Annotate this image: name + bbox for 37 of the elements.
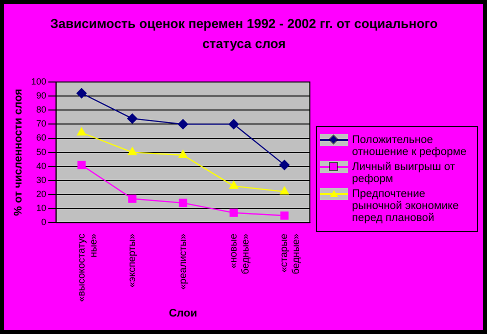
point [77,160,86,170]
point [127,113,138,124]
point [178,119,188,130]
y-tick-label: 0 [41,217,46,228]
x-axis-title: Слои [168,307,198,320]
point [128,194,136,203]
y-tick-label: 60 [36,132,46,143]
y-axis-title: % от численности слоя [12,88,25,216]
point [77,128,86,136]
y-tick-label: 100 [31,76,46,86]
point [280,186,289,195]
legend-label: Предпочтение рыночной экономике перед плановой [352,188,460,224]
point [229,180,238,189]
y-tick-label: 90 [36,90,46,101]
y-tick-label: 10 [36,203,46,214]
y-tick-label: 70 [36,118,46,129]
y-tick-label: 30 [36,174,46,185]
point [178,150,188,158]
x-tick-label: «реалисты» [178,233,189,290]
y-tick-label: 80 [36,104,46,115]
legend-label: Положительное отношение к реформе [352,134,468,158]
point [280,211,289,220]
y-tick-label: 40 [36,160,46,171]
y-tick-label: 50 [36,146,46,157]
x-tick-label: «старые бедные» [279,233,302,274]
x-tick-label: «эксперты» [127,233,138,288]
x-tick-label: «высокостатусные» [76,233,100,302]
y-tick-label: 20 [36,188,46,199]
point [128,147,137,156]
point [279,160,290,170]
x-tick-label: «новые бедные» [228,233,252,274]
point [76,88,87,98]
point [230,208,238,217]
point [228,119,239,130]
chart-title: Зависимость оценок перемен 1992 - 2002 гг. от социального статуса слоя [49,15,439,53]
point [178,198,188,208]
legend-label: Личный выигрыш от реформ [352,161,456,185]
